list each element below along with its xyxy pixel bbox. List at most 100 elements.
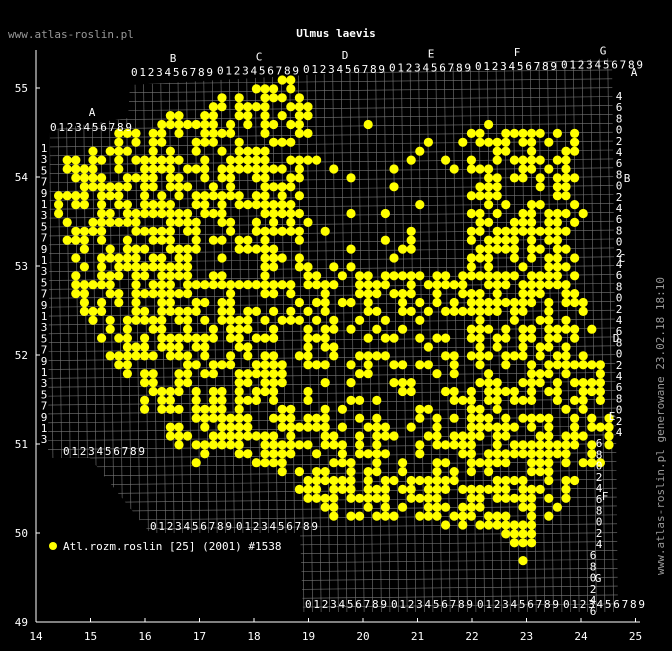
dot: [114, 360, 124, 370]
grid-line: [48, 559, 618, 566]
row-digit: 5: [41, 220, 48, 233]
dot: [484, 351, 494, 361]
dot: [191, 333, 201, 343]
dot: [174, 111, 184, 121]
dot: [251, 146, 261, 156]
dot: [544, 458, 554, 468]
dot: [492, 208, 502, 219]
row-digit: 2: [590, 583, 597, 596]
dot: [122, 182, 132, 192]
dot: [509, 440, 519, 450]
dot: [544, 324, 554, 334]
row-digit: 7: [41, 344, 48, 357]
dot: [148, 262, 158, 272]
grid-letter: D: [613, 332, 620, 345]
dot: [114, 297, 124, 308]
dot: [79, 297, 89, 308]
dot: [441, 458, 451, 468]
dot: [535, 467, 545, 477]
dot: [544, 386, 554, 397]
grid-digits: 0123456789: [475, 60, 557, 73]
dot: [492, 449, 502, 459]
row-digit: 6: [616, 213, 623, 226]
dot: [501, 458, 511, 468]
dot: [544, 369, 554, 379]
dot: [294, 235, 304, 245]
dot: [157, 155, 167, 165]
dot: [140, 333, 150, 343]
dot: [587, 324, 597, 334]
row-digit: 2: [616, 303, 623, 316]
dot: [131, 137, 141, 147]
dot: [303, 102, 313, 112]
row-digit: 3: [41, 153, 48, 166]
dot: [277, 93, 287, 103]
dot: [243, 378, 253, 388]
dot: [286, 137, 296, 147]
dot: [97, 208, 107, 219]
dot: [398, 306, 408, 316]
dot: [552, 226, 563, 236]
dot: [475, 502, 485, 512]
dot: [449, 440, 459, 450]
dot: [484, 137, 494, 147]
dot: [535, 226, 545, 236]
dot: [174, 289, 184, 299]
grid-digits: 0123456789: [236, 520, 318, 533]
dot: [501, 200, 511, 210]
dot: [501, 226, 511, 236]
grid-letter: F: [514, 46, 521, 59]
dot: [355, 440, 365, 450]
dot: [286, 440, 296, 450]
dot: [234, 413, 244, 423]
dot: [561, 146, 571, 156]
dot: [492, 511, 502, 521]
dot: [561, 458, 571, 468]
dot: [140, 369, 150, 379]
dot: [501, 137, 511, 147]
dot: [243, 395, 253, 405]
grid-letter: D: [342, 49, 349, 62]
dot: [466, 395, 476, 405]
dot: [303, 333, 313, 343]
grid-line: [607, 58, 614, 612]
dot: [140, 244, 150, 254]
dot: [251, 84, 261, 94]
dot: [140, 378, 150, 388]
dot: [544, 475, 554, 486]
dot: [208, 208, 218, 219]
x-label: 23: [520, 630, 533, 643]
dot: [570, 271, 580, 281]
dot: [131, 289, 141, 299]
dot: [475, 226, 485, 236]
dot: [62, 217, 72, 227]
dot: [277, 182, 287, 192]
dot: [595, 378, 606, 388]
dot: [234, 102, 244, 112]
dot: [234, 369, 244, 379]
dot: [458, 137, 468, 147]
dot: [277, 226, 287, 236]
dot: [243, 235, 253, 245]
dot: [389, 511, 399, 521]
dot: [527, 324, 537, 334]
dot: [286, 102, 296, 112]
dot: [561, 173, 571, 183]
dot: [234, 244, 244, 254]
dot: [535, 440, 545, 450]
dot: [406, 422, 416, 432]
dot: [320, 280, 330, 290]
dot: [363, 280, 373, 290]
y-label: 50: [15, 527, 28, 540]
dot: [544, 280, 554, 290]
dot: [200, 191, 210, 201]
dot: [217, 440, 227, 450]
row-digit: 3: [41, 433, 48, 446]
dot: [363, 449, 373, 459]
dot: [243, 413, 253, 423]
dot: [217, 217, 227, 227]
dot: [535, 280, 545, 290]
dot: [105, 271, 115, 281]
legend-label: Atl.rozm.roslin [25] (2001) #1538: [63, 540, 282, 553]
dot: [131, 173, 141, 183]
